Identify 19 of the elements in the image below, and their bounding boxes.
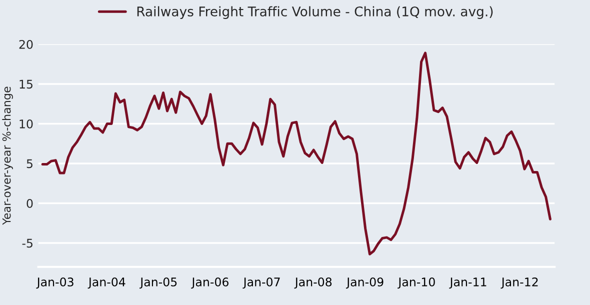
y-tick-label: 10 [20,119,33,128]
y-tick-label: -5 [22,238,32,248]
line-series [41,52,552,256]
x-tick-label: Jan-07 [242,278,280,289]
x-tick-label: Jan-10 [398,278,435,289]
x-tick-label: Jan-12 [500,278,538,289]
y-tick-label: 0 [26,198,33,208]
x-tick-label: Jan-09 [346,278,384,289]
x-tick-label: Jan-08 [294,278,332,289]
y-tick-label: 15 [20,80,32,89]
y-axis-title: Year-over-year %-change [2,86,13,225]
x-tick-label: Jan-03 [36,278,74,289]
y-tick-label: 5 [26,159,32,168]
x-tick-label: Jan-04 [88,278,126,289]
legend-label: Railways Freight Traffic Volume - China (1Q mov. avg.) [137,6,493,19]
x-tick-label: Jan-05 [140,278,177,289]
x-tick-label: Jan-11 [449,278,486,289]
x-tick-label: Jan-06 [191,278,228,289]
y-tick-label: 20 [19,40,33,49]
